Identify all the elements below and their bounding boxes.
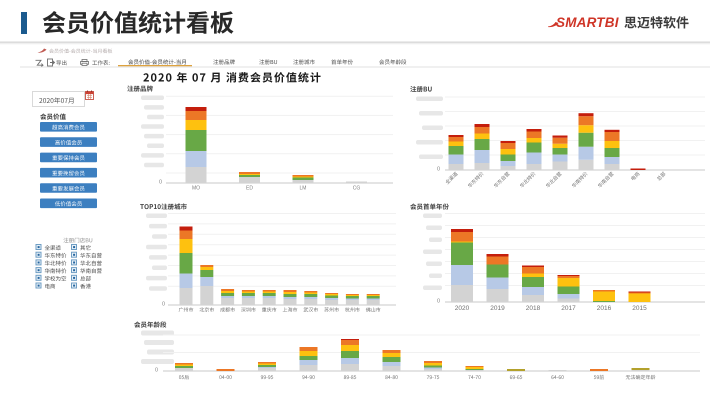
svg-text:0: 0 [159,180,162,186]
svg-text:MO: MO [192,186,200,192]
svg-text:0: 0 [437,299,440,305]
svg-text:2017: 2017 [561,305,576,312]
svg-text:SMARTBI: SMARTBI [556,15,619,30]
svg-text:2019: 2019 [490,305,505,312]
svg-text:0: 0 [155,368,158,374]
svg-text:2018: 2018 [526,305,541,312]
svg-text:LM: LM [300,186,307,192]
svg-text:2016: 2016 [597,305,612,312]
svg-text:2020: 2020 [455,305,470,312]
svg-text:2015: 2015 [632,305,647,312]
svg-text:CG: CG [353,186,361,192]
svg-text:0: 0 [162,302,165,308]
svg-text:0: 0 [437,167,440,173]
svg-text:ED: ED [246,186,253,192]
